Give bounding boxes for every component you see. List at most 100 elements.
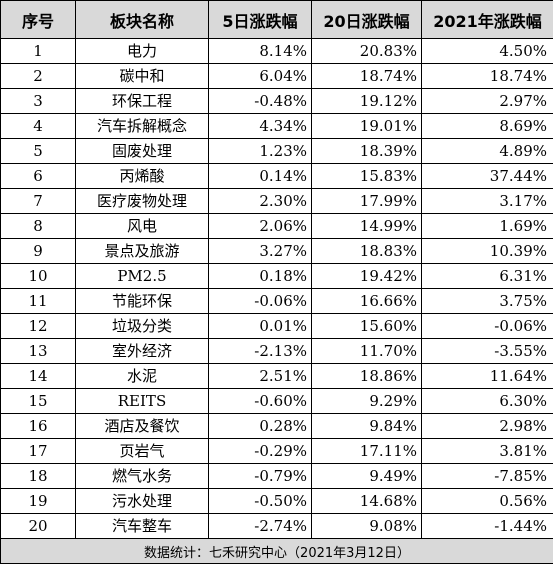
cell-20d-change: 15.83% <box>312 164 422 189</box>
cell-index: 5 <box>1 139 76 164</box>
cell-index: 7 <box>1 189 76 214</box>
cell-2021-change: -1.44% <box>422 514 553 539</box>
cell-20d-change: 14.68% <box>312 489 422 514</box>
cell-2021-change: 8.69% <box>422 114 553 139</box>
cell-sector-name: REITS <box>76 389 209 414</box>
cell-sector-name: 垃圾分类 <box>76 314 209 339</box>
cell-20d-change: 9.84% <box>312 414 422 439</box>
cell-2021-change: 3.81% <box>422 439 553 464</box>
cell-5d-change: 2.06% <box>209 214 312 239</box>
cell-5d-change: 8.14% <box>209 39 312 64</box>
cell-20d-change: 9.49% <box>312 464 422 489</box>
cell-5d-change: -0.50% <box>209 489 312 514</box>
table-footer: 数据统计：七禾研究中心（2021年3月12日） <box>1 539 553 564</box>
cell-index: 14 <box>1 364 76 389</box>
header-index: 序号 <box>1 1 76 39</box>
cell-5d-change: -0.48% <box>209 89 312 114</box>
cell-sector-name: 酒店及餐饮 <box>76 414 209 439</box>
header-sector-name: 板块名称 <box>76 1 209 39</box>
cell-20d-change: 18.86% <box>312 364 422 389</box>
cell-20d-change: 17.11% <box>312 439 422 464</box>
cell-20d-change: 9.29% <box>312 389 422 414</box>
cell-5d-change: 6.04% <box>209 64 312 89</box>
cell-5d-change: 0.01% <box>209 314 312 339</box>
cell-index: 15 <box>1 389 76 414</box>
cell-2021-change: 6.31% <box>422 264 553 289</box>
cell-5d-change: 1.23% <box>209 139 312 164</box>
cell-sector-name: 室外经济 <box>76 339 209 364</box>
cell-2021-change: 4.89% <box>422 139 553 164</box>
cell-5d-change: -0.29% <box>209 439 312 464</box>
cell-index: 4 <box>1 114 76 139</box>
cell-2021-change: 6.30% <box>422 389 553 414</box>
cell-20d-change: 20.83% <box>312 39 422 64</box>
header-2021-change: 2021年涨跌幅 <box>422 1 553 39</box>
cell-5d-change: 0.28% <box>209 414 312 439</box>
cell-2021-change: 37.44% <box>422 164 553 189</box>
cell-sector-name: 页岩气 <box>76 439 209 464</box>
cell-sector-name: 环保工程 <box>76 89 209 114</box>
cell-sector-name: 燃气水务 <box>76 464 209 489</box>
cell-2021-change: 10.39% <box>422 239 553 264</box>
cell-5d-change: -0.60% <box>209 389 312 414</box>
cell-2021-change: -3.55% <box>422 339 553 364</box>
cell-index: 6 <box>1 164 76 189</box>
cell-2021-change: 2.97% <box>422 89 553 114</box>
cell-sector-name: 水泥 <box>76 364 209 389</box>
cell-index: 12 <box>1 314 76 339</box>
cell-5d-change: -0.06% <box>209 289 312 314</box>
cell-2021-change: 2.98% <box>422 414 553 439</box>
cell-5d-change: -2.13% <box>209 339 312 364</box>
cell-index: 20 <box>1 514 76 539</box>
cell-5d-change: 3.27% <box>209 239 312 264</box>
cell-20d-change: 9.08% <box>312 514 422 539</box>
cell-20d-change: 19.42% <box>312 264 422 289</box>
cell-20d-change: 18.74% <box>312 64 422 89</box>
cell-5d-change: 0.18% <box>209 264 312 289</box>
header-20d-change: 20日涨跌幅 <box>312 1 422 39</box>
cell-20d-change: 14.99% <box>312 214 422 239</box>
cell-sector-name: 景点及旅游 <box>76 239 209 264</box>
cell-5d-change: 2.51% <box>209 364 312 389</box>
cell-5d-change: 2.30% <box>209 189 312 214</box>
cell-index: 17 <box>1 439 76 464</box>
header-5d-change: 5日涨跌幅 <box>209 1 312 39</box>
cell-sector-name: 节能环保 <box>76 289 209 314</box>
cell-2021-change: -7.85% <box>422 464 553 489</box>
cell-index: 13 <box>1 339 76 364</box>
cell-20d-change: 15.60% <box>312 314 422 339</box>
cell-index: 3 <box>1 89 76 114</box>
cell-2021-change: 1.69% <box>422 214 553 239</box>
cell-sector-name: 碳中和 <box>76 64 209 89</box>
cell-2021-change: 0.56% <box>422 489 553 514</box>
cell-2021-change: 18.74% <box>422 64 553 89</box>
cell-index: 19 <box>1 489 76 514</box>
cell-20d-change: 16.66% <box>312 289 422 314</box>
cell-index: 8 <box>1 214 76 239</box>
cell-index: 11 <box>1 289 76 314</box>
cell-5d-change: 0.14% <box>209 164 312 189</box>
cell-2021-change: 4.50% <box>422 39 553 64</box>
cell-sector-name: PM2.5 <box>76 264 209 289</box>
cell-2021-change: 3.75% <box>422 289 553 314</box>
